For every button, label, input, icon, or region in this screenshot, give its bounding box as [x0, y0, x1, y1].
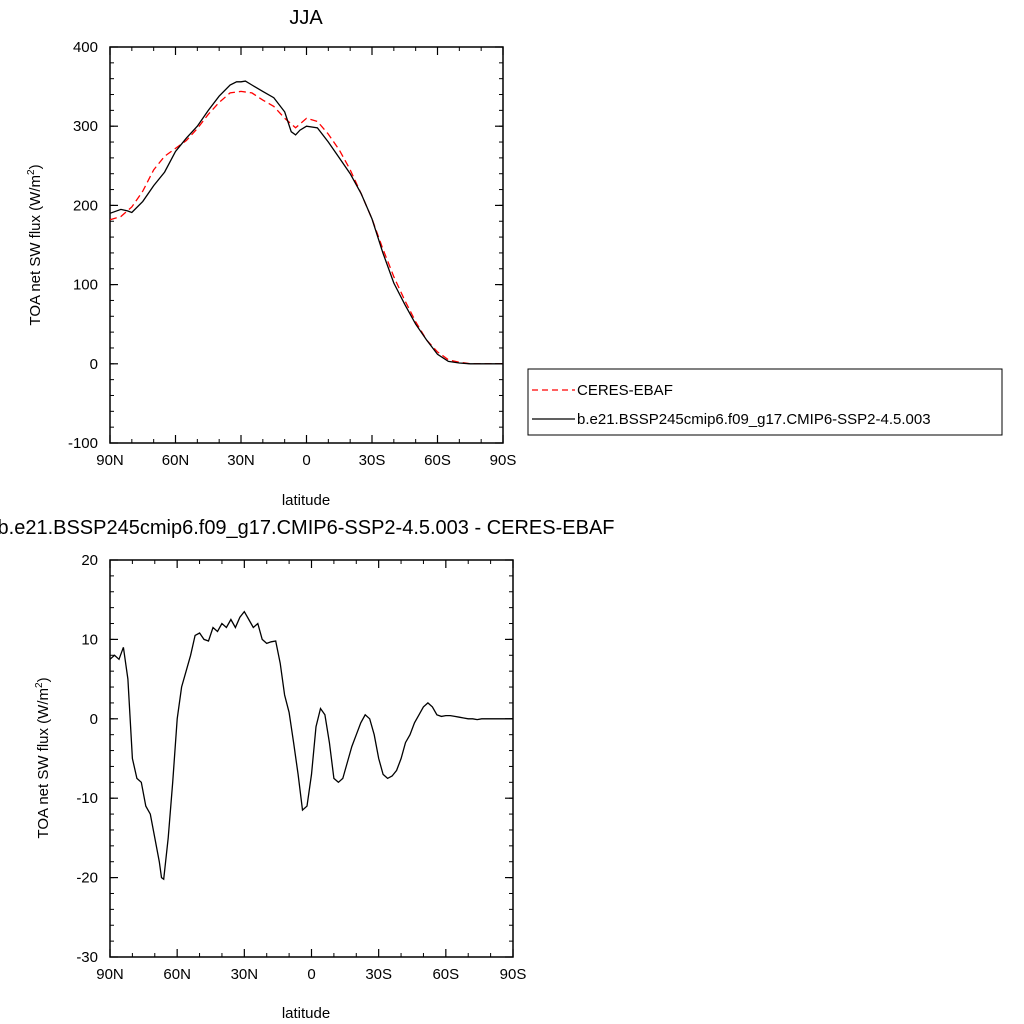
x-tick-label: 60S	[432, 966, 459, 983]
y-tick-label: -10	[76, 790, 98, 807]
y-tick-label: 100	[73, 277, 98, 294]
y-tick-label: -20	[76, 870, 98, 887]
panel-bottom: b.e21.BSSP245cmip6.f09_g17.CMIP6-SSP2-4.…	[0, 517, 614, 1022]
bottom-y-axis-label: TOA net SW flux (W/m2)	[34, 677, 52, 838]
bottom-series	[109, 610, 513, 881]
series-line-model	[109, 80, 503, 365]
x-tick-label: 30N	[227, 452, 255, 469]
bottom-y-ticks: -30 -20 -10 0 10 20	[76, 552, 513, 966]
x-tick-label: 60S	[424, 452, 451, 469]
x-tick-label: 30N	[231, 966, 259, 983]
series-line-model	[109, 610, 513, 881]
top-x-axis-label: latitude	[282, 492, 330, 509]
legend: CERES-EBAF b.e21.BSSP245cmip6.f09_g17.CM…	[527, 368, 1003, 436]
top-y-ticks: -100 0 100 200 300 400	[68, 39, 503, 452]
top-x-ticks: 90N 60N 30N 0 30S 60S 90S	[96, 47, 516, 469]
x-tick-label: 90N	[96, 452, 124, 469]
x-tick-label: 60N	[162, 452, 190, 469]
x-tick-label: 0	[302, 452, 310, 469]
y-tick-label: 0	[90, 356, 98, 373]
x-tick-label: 90N	[96, 966, 124, 983]
x-tick-label: 30S	[365, 966, 392, 983]
legend-label-model: b.e21.BSSP245cmip6.f09_g17.CMIP6-SSP2-4.…	[577, 411, 931, 428]
top-title: JJA	[289, 7, 323, 29]
y-tick-label: 300	[73, 118, 98, 135]
x-tick-label: 90S	[500, 966, 527, 983]
y-tick-label: -100	[68, 435, 98, 452]
y-tick-label: 0	[90, 711, 98, 728]
x-tick-label: 30S	[359, 452, 386, 469]
bottom-x-ticks: 90N 60N 30N 0 30S 60S 90S	[96, 560, 526, 983]
y-tick-label: 10	[81, 631, 98, 648]
top-y-axis-label: TOA net SW flux (W/m2)	[26, 164, 44, 325]
series-line-ceres-ebaf	[109, 90, 503, 365]
x-tick-label: 0	[307, 966, 315, 983]
y-tick-label: -30	[76, 949, 98, 966]
top-series	[109, 80, 503, 365]
bottom-plot-frame	[109, 559, 514, 958]
bottom-title: b.e21.BSSP245cmip6.f09_g17.CMIP6-SSP2-4.…	[0, 517, 614, 539]
top-plot-frame	[109, 46, 504, 444]
y-tick-label: 20	[81, 552, 98, 569]
y-tick-label: 400	[73, 39, 98, 56]
legend-box	[527, 368, 1003, 436]
legend-label-obs: CERES-EBAF	[577, 382, 673, 399]
y-tick-label: 200	[73, 197, 98, 214]
x-tick-label: 90S	[490, 452, 517, 469]
x-tick-label: 60N	[163, 966, 191, 983]
bottom-x-axis-label: latitude	[282, 1005, 330, 1022]
